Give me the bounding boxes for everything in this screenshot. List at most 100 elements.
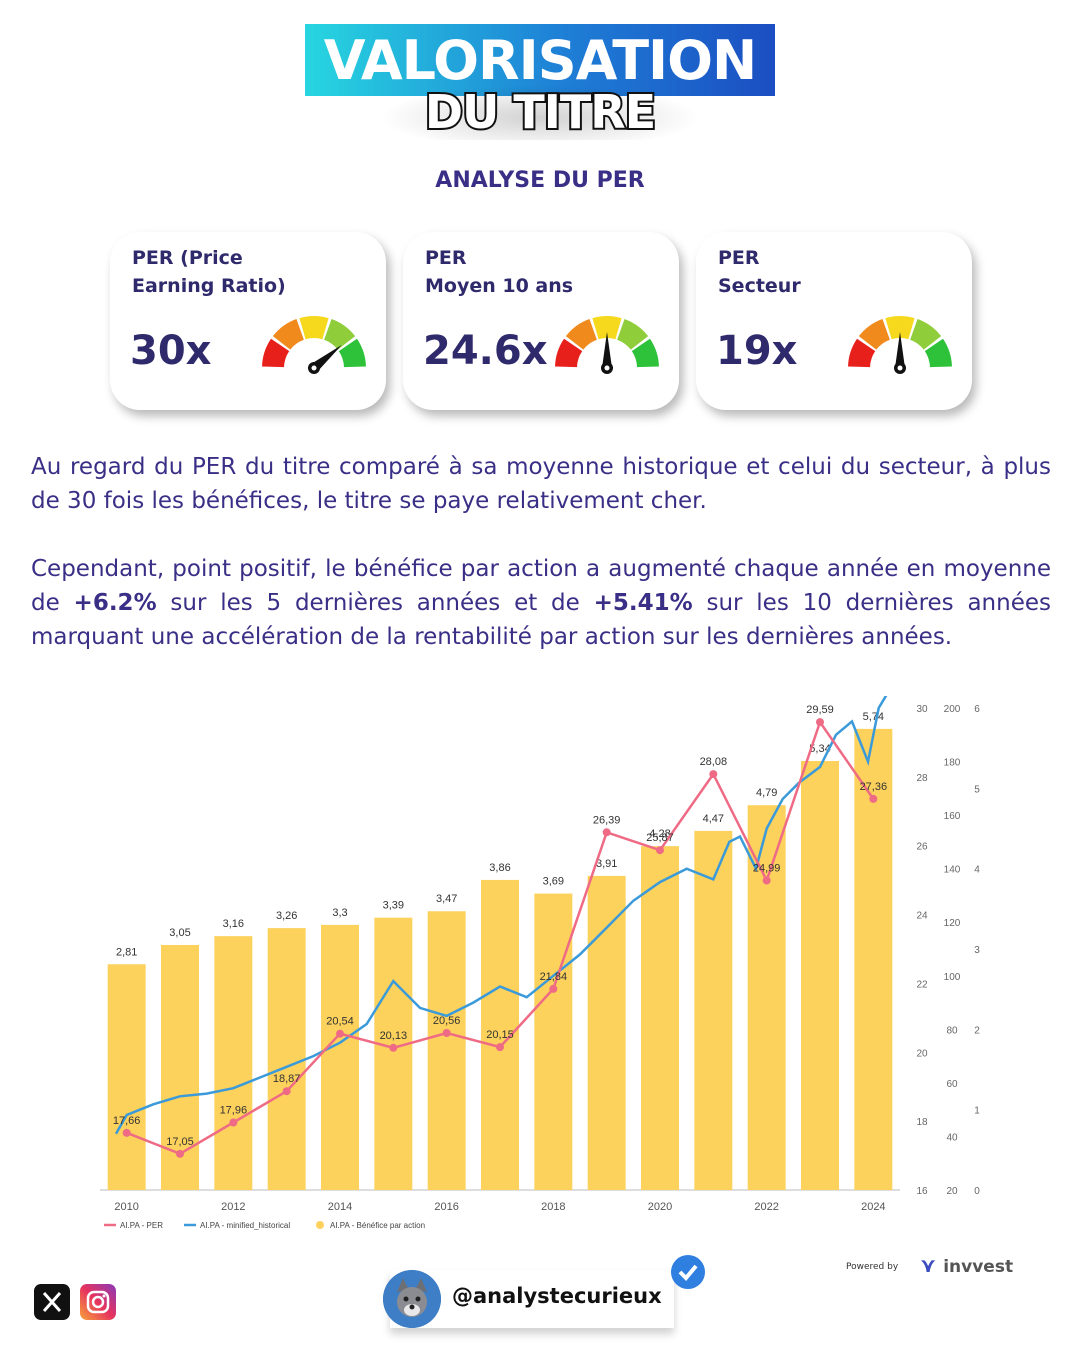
per-point [602,828,611,837]
y-tick-label: 40 [946,1132,958,1143]
card-value: 19x [716,328,798,374]
x-tick-label: 2024 [861,1201,885,1213]
gauge-segment [631,338,659,368]
card-label: PER Secteur [718,247,801,297]
eps-bar-label: 3,47 [436,893,457,905]
avatar [383,1270,441,1328]
page-subtitle: DU TITRE [424,85,656,139]
card-value: 30x [130,328,212,374]
eps-bar-label: 2,81 [116,946,137,958]
y-tick-label: 160 [944,811,961,822]
gauge-icon [848,316,952,374]
card-value: 24.6x [423,328,548,374]
y-tick-label: 18 [916,1117,928,1128]
eps-bar [641,846,679,1190]
eps-bar-label: 5,34 [809,743,830,755]
per-point-label: 24,99 [753,862,781,874]
per-point-label: 25,87 [646,832,674,844]
per-point-label: 26,39 [593,814,621,826]
per-point [336,1029,344,1038]
paragraph-text: sur les 5 dernières années et de [156,590,594,616]
y-tick-label: 20 [946,1186,958,1197]
eps-bar-label: 3,69 [543,876,564,888]
gauge-icon [262,316,366,374]
social-handle[interactable]: @analystecurieux [452,1284,662,1308]
gauge-hub-center [311,365,317,371]
per-eps-chart: 2,81 3,05 3,16 3,26 3,3 3,39 3,47 3,86 3,69 3,91 4… [100,696,980,1230]
x-tick-label: 2012 [221,1201,245,1213]
per-point-label: 17,96 [220,1105,248,1117]
per-point-label: 20,54 [326,1016,354,1028]
eps-growth-5y: +6.2% [73,590,157,616]
gauge-segment [885,316,915,340]
eps-bar-label: 3,91 [596,858,617,870]
y-tick-label: 100 [944,972,961,983]
page-subtitle-outline: DU TITRE [423,83,658,141]
eps-bar [107,964,146,1190]
per-avg-card: PER Moyen 10 ans 24.6x [403,232,679,410]
per-card: PER (Price Earning Ratio) 30x [110,232,386,410]
eps-bar [747,805,786,1190]
x-icon[interactable] [34,1284,70,1320]
legend-label: AI.PA - PER [120,1221,163,1230]
legend-label: AI.PA - Bénéfice par action [330,1221,425,1230]
y-tick-label: 16 [916,1186,928,1197]
y-tick-label: 120 [944,918,961,929]
gauge-segment [858,319,890,350]
section-title: ANALYSE DU PER [435,168,645,193]
per-point-label: 20,15 [486,1029,514,1041]
y-tick-label: 20 [916,1048,928,1059]
gauge-segment [262,338,290,368]
y-tick-label: 0 [974,1186,980,1197]
per-point [816,718,824,727]
per-point-label: 29,59 [806,704,834,716]
per-point-label: 28,08 [700,756,728,768]
per-point [282,1087,291,1096]
paragraph-text: Cependant, point positif, le bénéfice pa… [31,556,1051,616]
eps-bar-label: 3,05 [169,927,190,939]
gauge-segment [272,319,304,350]
gauge-segment [848,338,876,368]
subtitle-banner: DU TITRE DU TITRE [380,83,700,141]
eps-bar-label: 4,28 [649,828,670,840]
y-tick-label: 26 [916,842,928,853]
eps-bar-label: 3,3 [332,907,347,919]
brand-name: invvest [943,1257,1014,1277]
y-tick-label: 28 [916,773,928,784]
title-banner: VALORISATION [305,24,775,96]
per-point [656,846,664,855]
eps-bar [321,924,359,1190]
gauge-segment [924,338,952,368]
eps-bar-label: 3,86 [489,862,510,874]
eps-bar [374,917,413,1190]
verified-badge-icon [671,1255,705,1289]
per-point [496,1043,504,1052]
per-point [389,1043,398,1052]
y-tick-label: 2 [974,1025,980,1036]
legend-label: AI.PA - minified_historical [200,1221,290,1230]
powered-by-label: Powered by [846,1262,899,1272]
gauge-needle [602,332,612,368]
x-tick-label: 2016 [434,1201,458,1213]
gauge-segment [299,316,329,340]
eps-bar-label: 4,47 [703,813,724,825]
per-point-label: 20,56 [433,1015,461,1027]
y-tick-label: 180 [944,758,961,769]
per-point [709,770,718,779]
eps-bar [427,911,466,1190]
y-tick-label: 5 [974,784,980,795]
eps-growth-10y: +5.41% [593,590,693,616]
eps-bar-label: 3,26 [276,910,297,922]
gauge-needle [895,332,905,368]
y-tick-label: 4 [974,865,980,876]
gauge-segment [910,319,942,350]
per-point [762,876,771,885]
per-point-label: 21,84 [540,971,568,983]
y-tick-label: 24 [916,911,928,922]
x-tick-label: 2018 [541,1201,565,1213]
eps-bar [801,761,839,1190]
instagram-icon[interactable] [80,1284,116,1320]
y-tick-label: 80 [946,1025,958,1036]
eps-bar [854,728,893,1190]
x-tick-label: 2010 [114,1201,138,1213]
